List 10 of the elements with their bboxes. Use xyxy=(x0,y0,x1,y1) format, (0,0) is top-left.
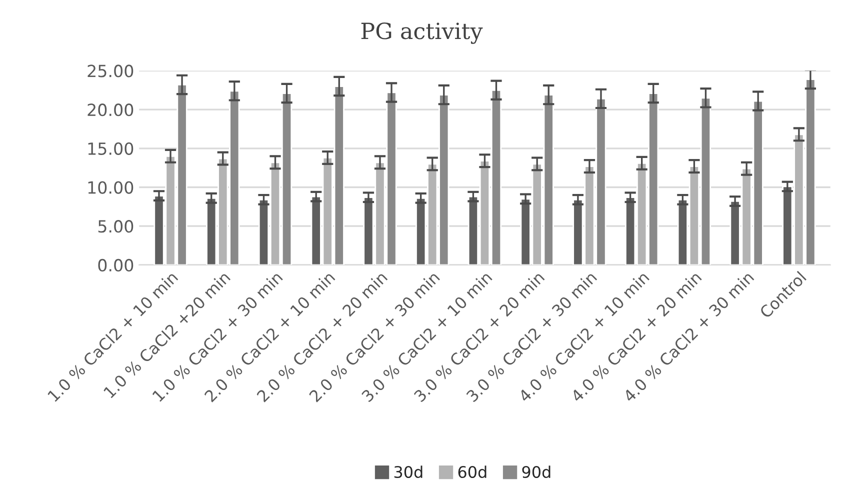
y-tick-label: 0.00 xyxy=(98,258,134,272)
y-tick-label: 25.00 xyxy=(88,64,134,78)
legend-label: 30d xyxy=(394,466,422,478)
y-tick-label: 5.00 xyxy=(98,220,134,233)
legend-label: 90d xyxy=(522,466,550,478)
y-tick-label: 15.00 xyxy=(88,142,134,155)
y-tick-label: 10.00 xyxy=(88,181,134,194)
y-tick-label: 20.00 xyxy=(88,104,134,116)
chart-title: PG activity xyxy=(361,22,483,44)
legend-label: 60d xyxy=(458,466,486,478)
